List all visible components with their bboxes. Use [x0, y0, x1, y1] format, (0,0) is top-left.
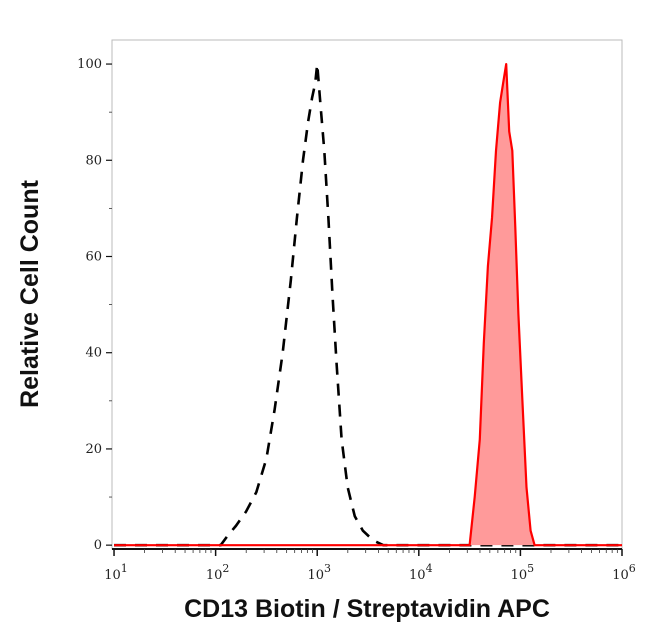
x-tick-exponent: 2: [222, 562, 229, 575]
y-tick-label: 60: [85, 249, 102, 264]
y-tick-label: 80: [85, 153, 102, 168]
x-tick-exponent: 1: [121, 562, 128, 575]
x-tick-base: 10: [307, 568, 324, 583]
x-tick-base: 10: [206, 568, 223, 583]
x-tick-label: 106: [612, 562, 636, 583]
x-tick-exponent: 5: [527, 562, 534, 575]
x-tick-label: 101: [104, 562, 128, 583]
x-tick-exponent: 4: [426, 562, 433, 575]
x-tick-label: 104: [409, 562, 433, 583]
y-tick-label: 20: [85, 442, 102, 457]
x-tick-label: 102: [206, 562, 230, 583]
x-tick-base: 10: [612, 568, 629, 583]
y-axis-title: Relative Cell Count: [16, 179, 44, 407]
x-tick-base: 10: [511, 568, 528, 583]
series-fill-1: [114, 64, 622, 546]
x-tick-base: 10: [409, 568, 426, 583]
y-tick-label: 40: [85, 346, 102, 361]
x-axis-title: CD13 Biotin / Streptavidin APC: [184, 595, 550, 623]
plot-frame: [111, 39, 623, 550]
x-tick-label: 103: [307, 562, 331, 583]
y-tick-label: 0: [94, 538, 102, 553]
series-line-1: [114, 62, 622, 547]
series-line-0: [114, 63, 622, 547]
y-tick-label: 100: [77, 57, 102, 72]
x-axis-ticks: 101 102 103 104 105 106: [104, 549, 636, 583]
x-tick-label: 105: [511, 562, 535, 583]
x-tick-exponent: 3: [324, 562, 331, 575]
x-tick-base: 10: [104, 568, 121, 583]
series-layer: [114, 62, 622, 547]
y-axis-ticks: 0 20 40 60 80 100: [77, 57, 112, 553]
x-tick-exponent: 6: [629, 562, 636, 575]
